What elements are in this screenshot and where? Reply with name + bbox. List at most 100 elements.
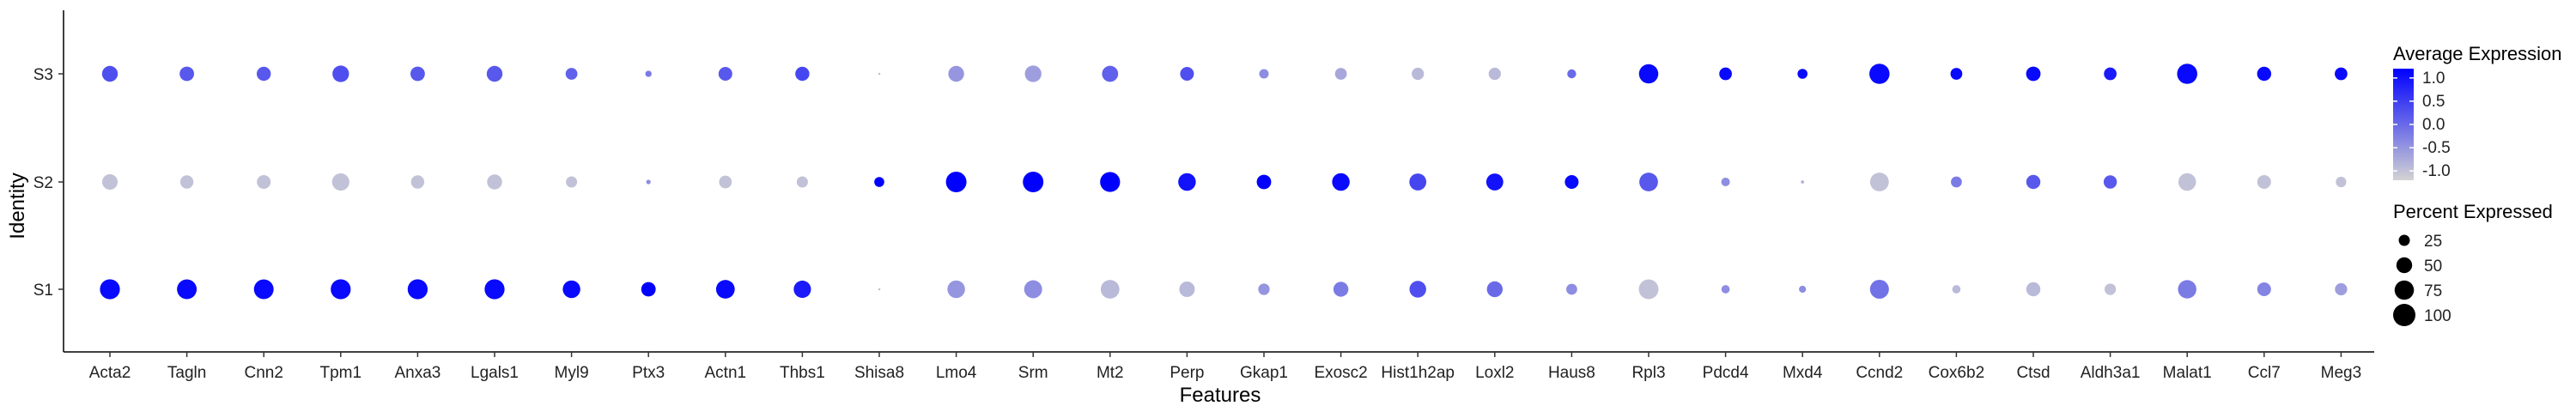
dot-point <box>2104 67 2117 81</box>
dot-point <box>1719 67 1732 81</box>
dot-point <box>1869 279 1889 300</box>
x-tick-label: Haus8 <box>1548 364 1595 382</box>
x-tick-label: Malat1 <box>2163 364 2212 382</box>
color-legend-label: 0.0 <box>2422 116 2445 134</box>
dot-point <box>2026 174 2041 190</box>
dot-point <box>1179 281 1195 298</box>
dot-point <box>795 66 810 82</box>
x-tick-label: Rpl3 <box>1631 364 1665 382</box>
dot-point <box>645 70 652 77</box>
dot-point <box>1485 173 1504 191</box>
dot-point <box>2177 64 2197 84</box>
x-tick-label: Acta2 <box>89 364 131 382</box>
size-legend-label: 100 <box>2424 307 2451 325</box>
dot-point <box>1100 280 1120 299</box>
dot-point <box>253 279 274 300</box>
x-axis-title: Features <box>1180 384 1261 407</box>
dot-point <box>486 65 503 82</box>
dot-point <box>100 279 120 300</box>
dot-point <box>177 279 197 300</box>
x-tick-label: Ccl7 <box>2248 364 2281 382</box>
dot-point <box>1409 173 1427 191</box>
dot-point <box>1567 69 1577 79</box>
dot-point <box>1797 69 1808 79</box>
x-tick-label: Mt2 <box>1097 364 1124 382</box>
dot-point <box>101 65 118 82</box>
dot-point <box>1799 285 1807 294</box>
size-legend-label: 25 <box>2424 233 2442 251</box>
dot-point <box>565 68 578 80</box>
color-legend-title: Average Expression <box>2393 43 2562 64</box>
x-tick-label: Tagln <box>167 364 206 382</box>
dot-point <box>484 279 505 300</box>
color-legend-label: 0.5 <box>2422 93 2445 111</box>
dot-point <box>566 176 578 188</box>
x-tick-label: Anxa3 <box>394 364 440 382</box>
dot-point <box>1801 180 1805 184</box>
dot-point <box>1102 65 1119 82</box>
x-tick-label: Ptx3 <box>632 364 665 382</box>
dot-point <box>948 65 964 82</box>
x-tick-label: Srm <box>1018 364 1048 382</box>
x-tick-label: Lgals1 <box>471 364 519 382</box>
dot-point <box>1721 177 1730 187</box>
dot-point <box>1638 279 1659 300</box>
dot-point <box>1952 285 1961 294</box>
dot-point <box>1638 64 1659 84</box>
color-legend-label: -1.0 <box>2422 162 2451 180</box>
dot-point <box>1024 280 1042 299</box>
dot-point <box>945 172 967 192</box>
dot-point <box>1258 283 1270 295</box>
color-legend: Average Expression 1.0 0.5 0.0 -0.5 -1.0 <box>2393 43 2562 180</box>
dot-point <box>2178 280 2196 299</box>
dot-point <box>1100 172 1121 192</box>
x-tick-label: Mxd4 <box>1783 364 1823 382</box>
x-tick-label: Tpm1 <box>320 364 362 382</box>
dot-point <box>331 279 351 300</box>
dot-point <box>1639 173 1658 191</box>
dot-point <box>1950 68 1963 80</box>
dot-point <box>646 179 651 185</box>
x-tick-label: Ccnd2 <box>1856 364 1903 382</box>
plot-area: S3 S2 S1 Acta2 Tagln Cnn2 Tpm1 Anxa3 Lgals1 Myl9 P… <box>33 10 2374 382</box>
dot-point <box>1564 174 1579 190</box>
dot-point <box>1869 173 1889 191</box>
dot-point <box>1486 281 1503 298</box>
dot-point <box>179 175 194 189</box>
dot-point <box>2026 282 2041 297</box>
dot-point <box>715 280 735 299</box>
dot-point <box>1333 282 1349 297</box>
dot-point <box>2335 282 2348 296</box>
x-tick-label: Perp <box>1170 364 1204 382</box>
dot-point <box>1334 68 1347 80</box>
dot-point <box>410 66 425 82</box>
dot-point <box>1409 281 1426 298</box>
size-legend-label: 75 <box>2424 282 2442 300</box>
dot-point <box>793 280 811 299</box>
dot-point <box>1488 67 1501 81</box>
color-legend-label: -0.5 <box>2422 139 2451 157</box>
dot-point <box>256 66 271 82</box>
dot-point <box>1721 285 1730 294</box>
dot-point <box>719 175 732 189</box>
dot-point <box>1023 172 1044 192</box>
dot-point <box>2257 66 2272 82</box>
dot-point <box>2103 175 2117 189</box>
x-tick-label: Cnn2 <box>244 364 283 382</box>
color-legend-label: 1.0 <box>2422 70 2445 88</box>
dot-point <box>2104 283 2117 295</box>
dot-point <box>2335 67 2348 81</box>
x-tick-label: Shisa8 <box>854 364 904 382</box>
dot-point <box>796 176 808 188</box>
size-legend-dot <box>2394 280 2415 300</box>
dot-point <box>1869 64 1890 84</box>
dot-point <box>2257 174 2271 190</box>
x-tick-label: Cox6b2 <box>1929 364 1985 382</box>
size-legend: Percent Expressed 25 50 75 100 <box>2393 201 2553 326</box>
dot-point <box>1951 176 1962 188</box>
dot-point <box>1180 66 1194 82</box>
dot-point <box>407 279 428 300</box>
x-tick-label: Lmo4 <box>936 364 977 382</box>
x-tick-label: Loxl2 <box>1475 364 1514 382</box>
